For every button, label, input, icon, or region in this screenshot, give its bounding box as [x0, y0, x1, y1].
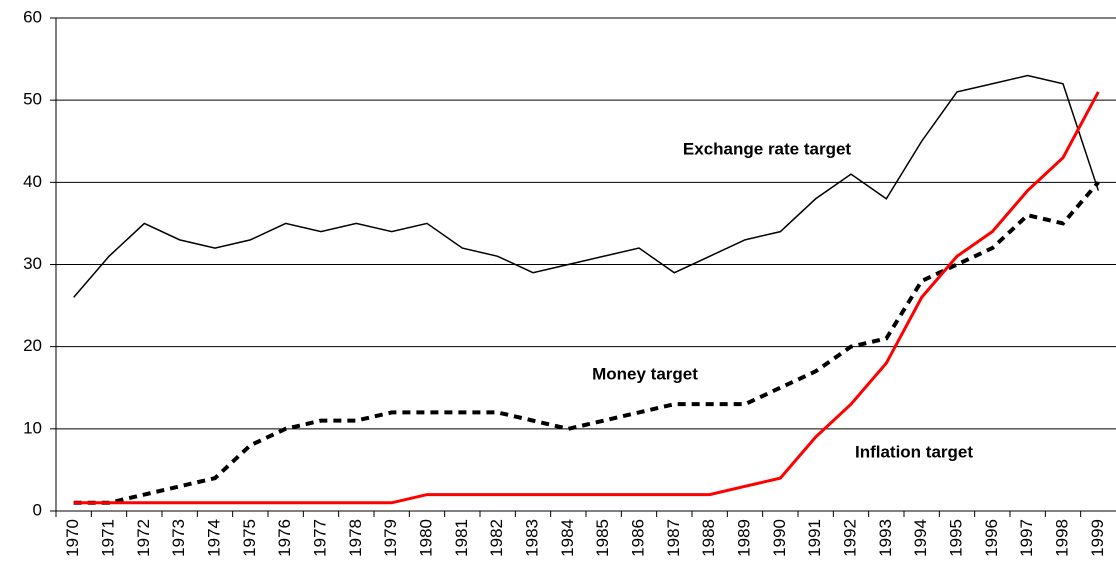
x-tick-label: 1986	[628, 519, 647, 557]
x-tick-label: 1987	[664, 519, 683, 557]
x-tick-label: 1989	[734, 519, 753, 557]
x-tick-label: 1996	[982, 519, 1001, 557]
x-tick-label: 1971	[98, 519, 117, 557]
y-tick-label: 30	[23, 254, 42, 273]
series-label: Money target	[592, 364, 698, 383]
x-tick-label: 1993	[876, 519, 895, 557]
series-line	[73, 74, 1100, 298]
x-tick-label: 1975	[240, 519, 259, 557]
x-tick-label: 1995	[946, 519, 965, 557]
x-tick-label: 1992	[840, 519, 859, 557]
y-tick-label: 60	[23, 7, 42, 26]
x-tick-label: 1988	[699, 519, 718, 557]
series-label: Exchange rate target	[683, 139, 852, 158]
x-tick-label: 1977	[310, 519, 329, 557]
x-tick-label: 1980	[416, 519, 435, 557]
x-tick-label: 1983	[522, 519, 541, 557]
x-tick-label: 1981	[452, 519, 471, 557]
x-tick-label: 1970	[63, 519, 82, 557]
x-tick-label: 1990	[770, 519, 789, 557]
x-tick-label: 1991	[805, 519, 824, 557]
y-tick-label: 10	[23, 418, 42, 437]
series-line	[73, 181, 1100, 505]
x-tick-label: 1972	[134, 519, 153, 557]
series-line	[73, 91, 1100, 505]
y-tick-label: 50	[23, 90, 42, 109]
x-tick-label: 1974	[204, 519, 223, 557]
x-tick-label: 1994	[911, 519, 930, 557]
x-tick-label: 1982	[487, 519, 506, 557]
x-tick-label: 1985	[593, 519, 612, 557]
x-tick-label: 1984	[558, 519, 577, 557]
x-tick-label: 1997	[1017, 519, 1036, 557]
y-tick-label: 40	[23, 172, 42, 191]
x-tick-label: 1978	[346, 519, 365, 557]
series-label: Inflation target	[855, 442, 973, 461]
y-tick-label: 20	[23, 336, 42, 355]
x-tick-label: 1999	[1088, 519, 1107, 557]
y-tick-label: 0	[33, 500, 42, 519]
x-tick-label: 1973	[169, 519, 188, 557]
x-tick-label: 1976	[275, 519, 294, 557]
x-tick-label: 1998	[1052, 519, 1071, 557]
x-tick-label: 1979	[381, 519, 400, 557]
